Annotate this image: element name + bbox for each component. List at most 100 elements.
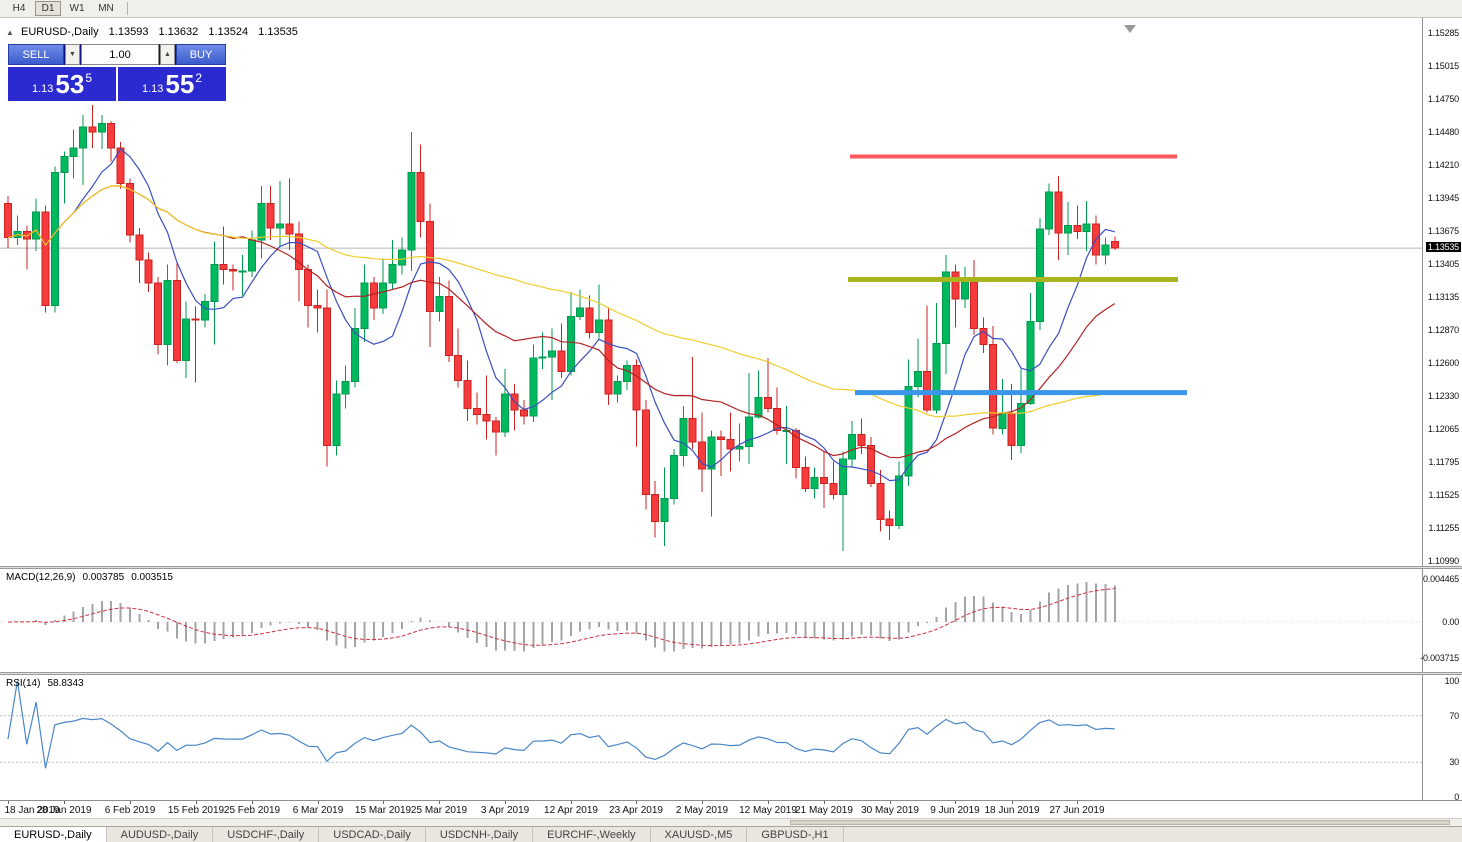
time-axis-tick [130,801,131,804]
chart-shift-marker [1124,25,1136,33]
time-axis-tick [768,801,769,804]
sell-button[interactable]: SELL [8,44,64,65]
chart-symbol-label: EURUSD-,Daily [20,26,99,38]
chart-tab-eurchf-weekly[interactable]: EURCHF-,Weekly [533,827,651,842]
price-axis-label: 1.12870 [1427,325,1459,335]
main-chart-pane[interactable]: ▲ EURUSD-,Daily 1.13593 1.13632 1.13524 … [0,18,1462,566]
time-axis-label: 30 May 2019 [861,805,919,816]
price-axis-label: 1.13405 [1427,259,1459,269]
bid-ask-row: 1.13 53 5 1.13 55 2 [8,67,226,101]
volume-input[interactable] [81,44,159,65]
rsi-value: 58.8343 [47,678,84,689]
rsi-axis-label: 70 [1449,711,1459,721]
chart-tab-audusd-daily[interactable]: AUDUSD-,Daily [107,827,214,842]
timeframe-button-h4[interactable]: H4 [6,1,32,16]
time-axis-tick [196,801,197,804]
buy-price-big: 55 [165,69,195,99]
time-axis-label: 15 Mar 2019 [354,805,412,816]
ma-slow-line [7,185,1115,418]
horizontal-trendline-0 [850,154,1177,159]
chart-tab-eurusd-daily[interactable]: EURUSD-,Daily [0,827,107,842]
chart-tab-xauusd-m5[interactable]: XAUUSD-,M5 [651,827,748,842]
macd-chart [0,582,1422,652]
time-axis-tick [8,801,9,804]
time-axis-label: 27 Jun 2019 [1049,805,1105,816]
macd-axis-label: 0.00 [1442,617,1459,627]
price-axis-label: 1.15285 [1427,28,1459,38]
buy-button[interactable]: BUY [176,44,226,65]
rsi-label: RSI(14) 58.8343 [6,678,84,689]
time-axis-label: 6 Mar 2019 [292,805,344,816]
chart-tab-usdcad-daily[interactable]: USDCAD-,Daily [319,827,426,842]
time-axis-tick [955,801,956,804]
time-axis-label: 21 May 2019 [795,805,853,816]
time-axis-tick [636,801,637,804]
volume-dropdown-icon[interactable]: ▼ [65,44,80,65]
timeframe-button-w1[interactable]: W1 [64,1,90,16]
price-axis-label: 1.11795 [1428,457,1460,467]
chart-tab-gbpusd-h1[interactable]: GBPUSD-,H1 [747,827,844,842]
time-axis-label: 25 Feb 2019 [223,805,281,816]
time-axis-tick [505,801,506,804]
volume-increase-icon[interactable]: ▲ [160,44,175,65]
macd-main-value: 0.003785 [82,572,125,583]
time-axis-tick [702,801,703,804]
time-axis-tick [383,801,384,804]
time-axis-tick [1012,801,1013,804]
pane-splitter[interactable] [0,566,1462,569]
chart-header: ▲ EURUSD-,Daily 1.13593 1.13632 1.13524 … [6,26,298,38]
rsi-chart [0,680,1422,769]
chart-tab-usdcnh-daily[interactable]: USDCNH-,Daily [426,827,534,842]
price-axis-label: 1.13675 [1427,226,1459,236]
sell-price-prefix: 1.13 [31,82,54,95]
toolbar-separator [127,2,128,15]
time-axis-tick [890,801,891,804]
rsi-line [7,680,1115,769]
time-axis-label: 3 Apr 2019 [480,805,530,816]
time-axis-label: 12 May 2019 [739,805,797,816]
sell-price-display[interactable]: 1.13 53 5 [8,67,116,101]
buy-price-sup: 2 [195,70,203,85]
time-axis-label: 23 Apr 2019 [609,805,663,816]
rsi-axis-label: 30 [1449,757,1459,767]
chart-tab-usdchf-daily[interactable]: USDCHF-,Daily [213,827,320,842]
timeframe-button-mn[interactable]: MN [93,1,119,16]
price-axis-label: 1.14210 [1427,160,1459,170]
time-axis-tick [439,801,440,804]
price-axis-label: 1.11255 [1428,523,1460,533]
horizontal-trendline-2 [855,390,1187,396]
time-axis-tick [64,801,65,804]
price-axis-label: 1.15015 [1427,61,1459,71]
sell-price-sup: 5 [85,70,93,85]
candles [4,104,1119,552]
price-axis-label: 1.12600 [1427,358,1459,368]
buy-price-prefix: 1.13 [141,82,164,95]
rsi-axis-label: 100 [1444,676,1460,686]
horizontal-scrollbar[interactable] [0,818,1462,826]
horizontal-trendline-1 [848,277,1178,282]
macd-axis-label: 0.004465 [1423,574,1459,584]
price-axis-label: 1.12065 [1427,424,1459,434]
time-axis-label: 9 Jun 2019 [930,805,980,816]
rsi-axis: 100 70 30 0 [1422,675,1462,802]
buy-price-display[interactable]: 1.13 55 2 [118,67,226,101]
macd-name: MACD(12,26,9) [6,572,76,583]
pane-splitter[interactable] [0,672,1462,675]
macd-signal-line [7,588,1115,647]
sell-price-big: 53 [55,69,85,99]
scrollbar-thumb[interactable] [790,820,1450,825]
time-axis[interactable]: 18 Jan 2019 28 Jan 2019 6 Feb 2019 15 Feb 2… [0,800,1462,818]
macd-histogram [16,582,1116,652]
candlestick-chart[interactable] [0,18,1422,566]
timeframe-button-d1[interactable]: D1 [35,1,61,16]
macd-pane[interactable]: MACD(12,26,9) 0.003785 0.003515 0.004465 0.… [0,569,1462,672]
price-axis[interactable]: 1.15285 1.15015 1.14750 1.14480 1.14210 1.139… [1422,18,1462,566]
time-axis-label: 28 Jan 2019 [36,805,92,816]
time-axis-label: 18 Jan 2019 [4,805,60,816]
time-axis-label: 6 Feb 2019 [104,805,156,816]
one-click-panel-toggle-icon[interactable]: ▲ [6,28,14,37]
time-axis-tick [824,801,825,804]
rsi-pane[interactable]: RSI(14) 58.8343 100 70 30 0 [0,675,1462,802]
time-axis-label: 2 May 2019 [675,805,729,816]
